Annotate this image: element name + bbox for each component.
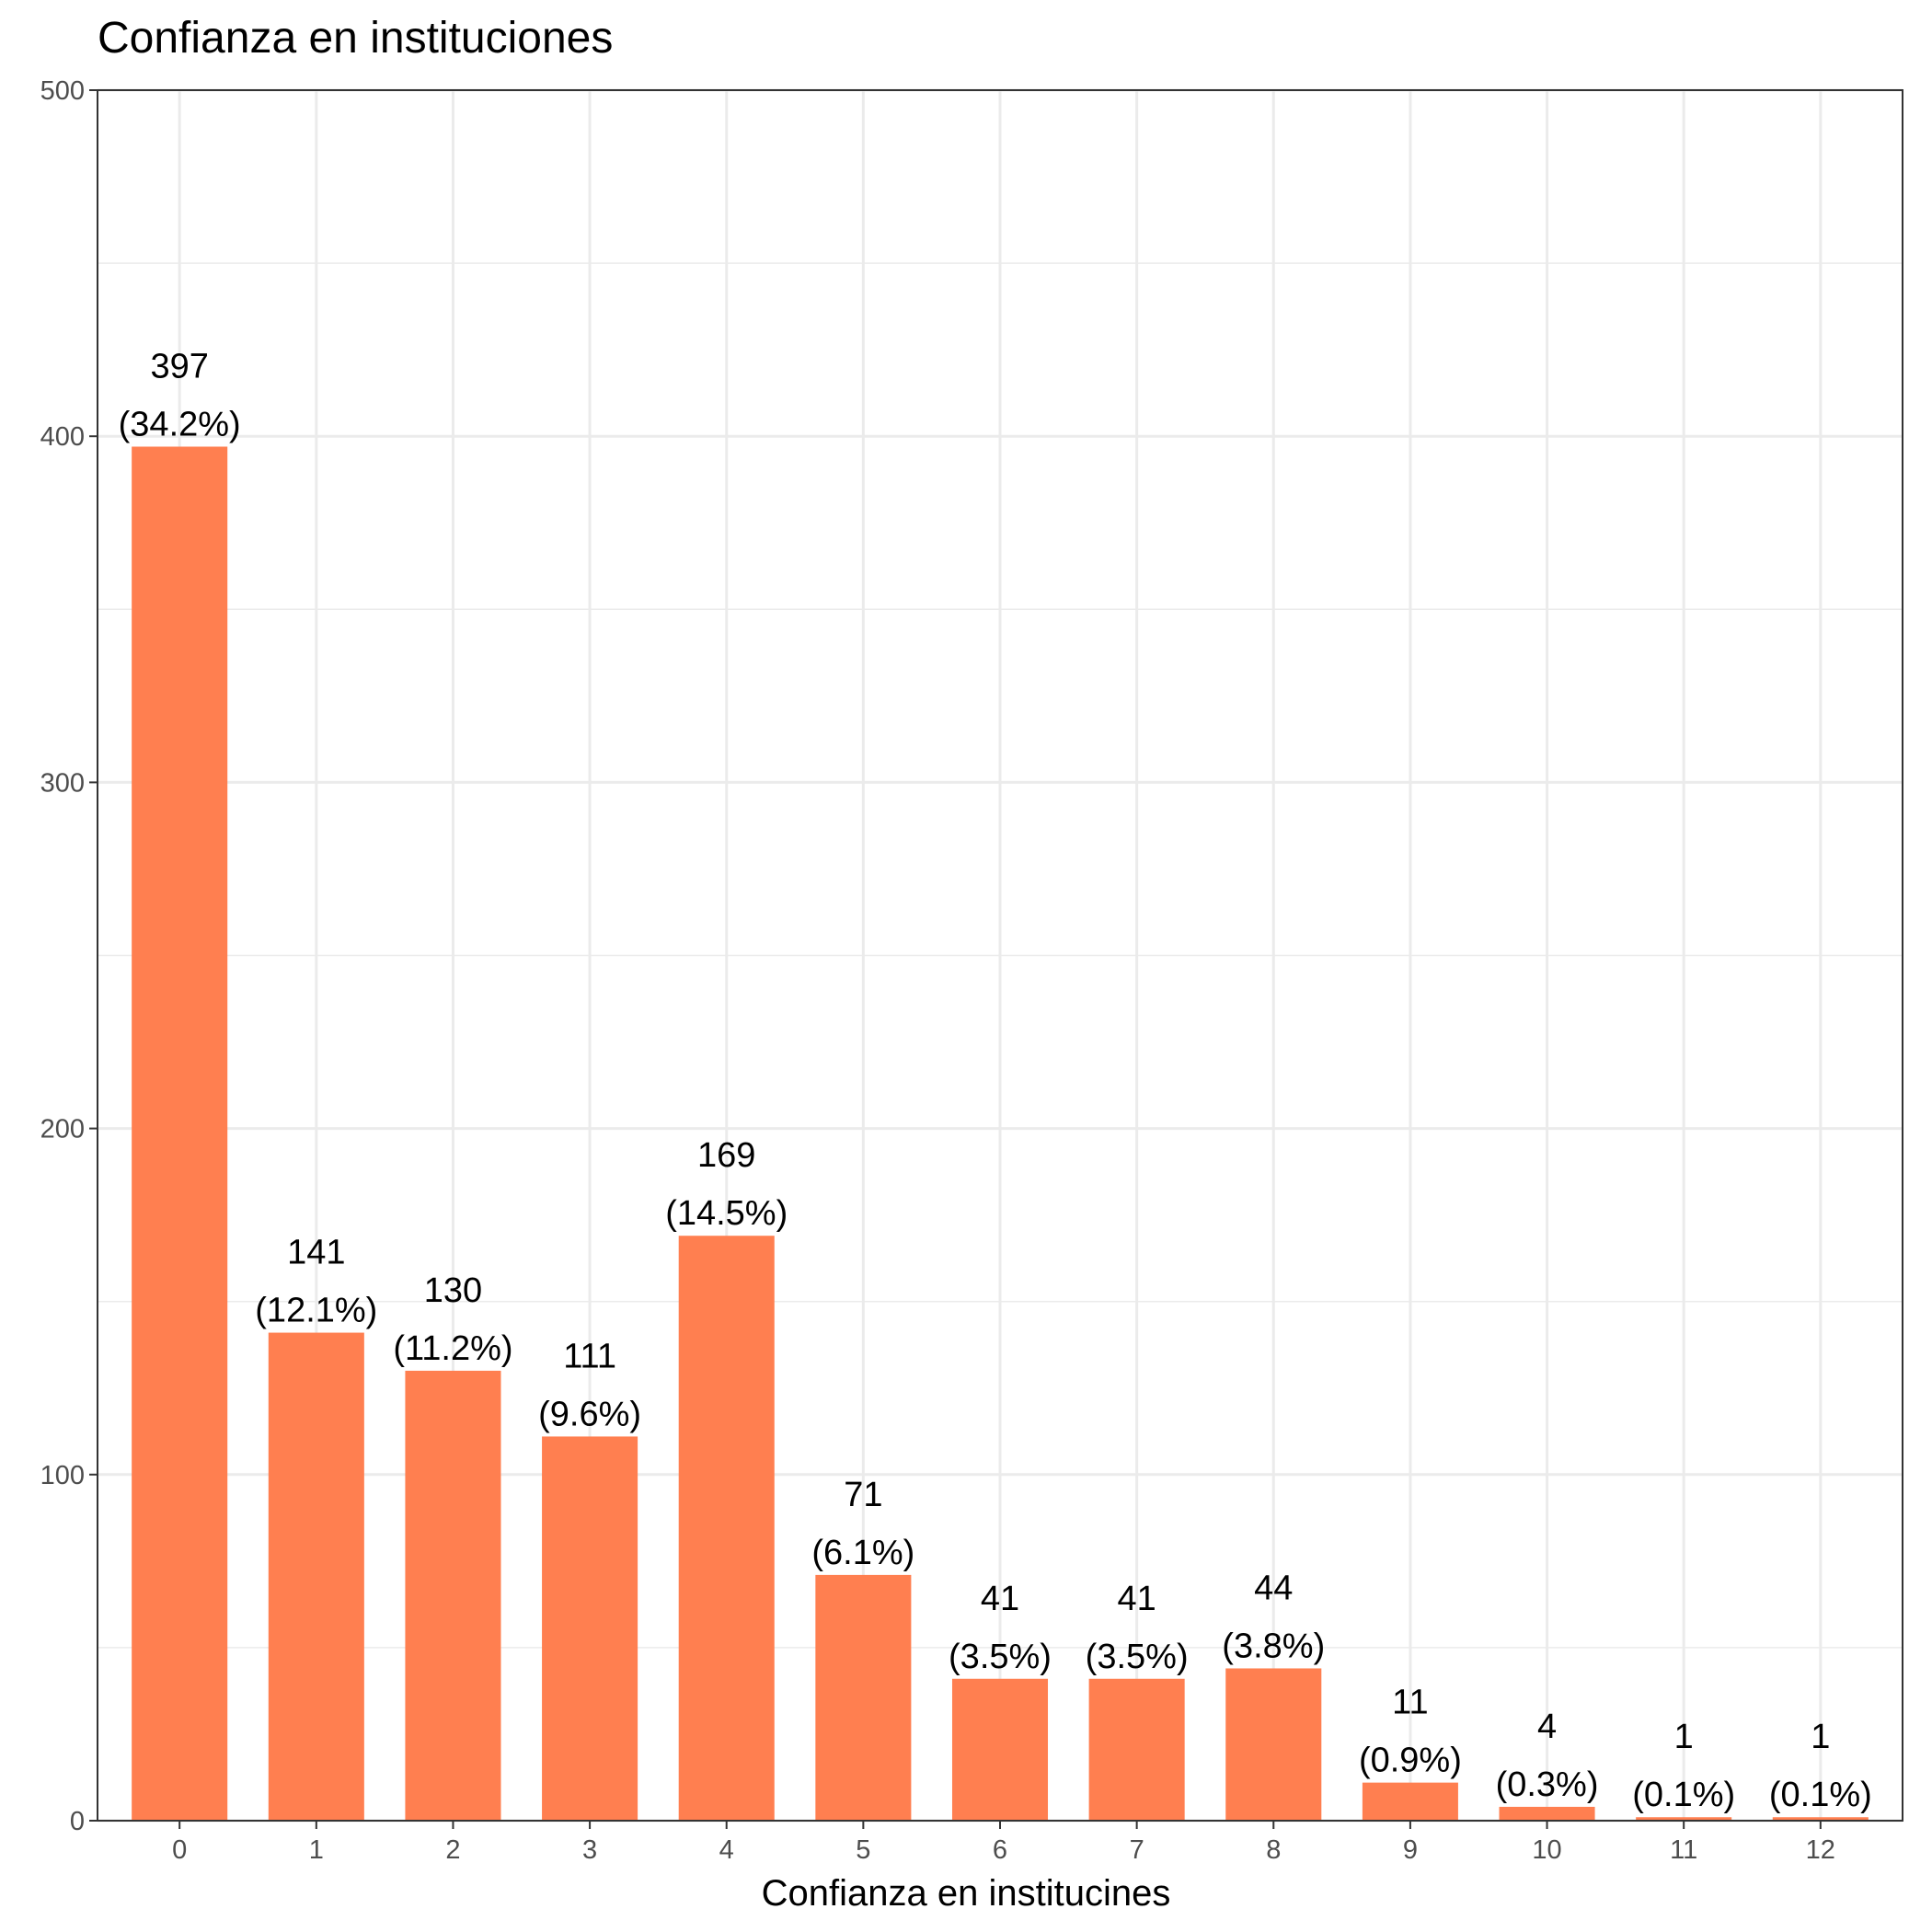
bar-percent-label: (14.5%) [665, 1194, 788, 1233]
bar-percent-label: (0.1%) [1769, 1776, 1872, 1814]
x-tick-label: 4 [719, 1835, 734, 1865]
bar-count-label: 1 [1811, 1718, 1830, 1756]
bar-percent-label: (0.1%) [1632, 1776, 1735, 1814]
bar-count-label: 130 [424, 1271, 482, 1310]
bars [132, 446, 1869, 1822]
bar [132, 446, 228, 1822]
y-tick-label: 200 [40, 1115, 85, 1144]
y-tick-label: 500 [40, 76, 85, 106]
bar-count-label: 111 [563, 1337, 616, 1375]
x-tick-label: 9 [1403, 1835, 1418, 1865]
bar-count-label: 11 [1392, 1684, 1428, 1722]
x-axis-title: Confianza en institucines [761, 1873, 1171, 1914]
bar-count-label: 397 [150, 347, 208, 385]
chart-title: Confianza en instituciones [98, 14, 614, 63]
bar-percent-label: (3.5%) [949, 1638, 1052, 1676]
x-tick-label: 1 [309, 1835, 324, 1865]
bar [815, 1574, 912, 1821]
x-tick-label: 12 [1806, 1835, 1835, 1865]
bar-percent-label: (6.1%) [811, 1534, 914, 1572]
bar-count-label: 41 [1117, 1580, 1156, 1618]
bar [1499, 1806, 1595, 1821]
bar [1636, 1817, 1732, 1821]
bar-count-label: 41 [981, 1580, 1019, 1618]
x-tick-label: 11 [1670, 1835, 1697, 1865]
bar-labels: 397(34.2%)141(12.1%)130(11.2%) 111(9.6%)1… [119, 347, 1872, 1814]
bar-percent-label: (9.6%) [538, 1395, 641, 1433]
bar [1088, 1678, 1185, 1821]
y-tick-label: 0 [70, 1807, 85, 1836]
bar-count-label: 169 [697, 1136, 755, 1175]
bar-percent-label: (3.8%) [1222, 1627, 1325, 1665]
x-tick-label: 6 [993, 1835, 1007, 1865]
grid-lines [98, 88, 1903, 1823]
y-tick-label: 100 [40, 1461, 85, 1490]
bar-count-label: 44 [1254, 1569, 1293, 1607]
bar [405, 1370, 501, 1821]
bar-percent-label: (34.2%) [119, 405, 241, 443]
bar [1225, 1668, 1322, 1821]
x-tick-label: 8 [1266, 1835, 1281, 1865]
bar-percent-label: (0.3%) [1496, 1765, 1599, 1804]
x-tick-label: 7 [1130, 1835, 1144, 1865]
bar [951, 1678, 1049, 1821]
y-tick-label: 400 [40, 422, 85, 452]
bar [1772, 1817, 1869, 1821]
bar-percent-label: (11.2%) [393, 1329, 512, 1368]
bar [1362, 1782, 1458, 1821]
bar [678, 1236, 775, 1821]
bar-percent-label: (0.9%) [1359, 1742, 1462, 1780]
bar [268, 1332, 364, 1821]
x-tick-label: 10 [1532, 1835, 1561, 1865]
bar-count-label: 141 [287, 1234, 345, 1272]
x-tick-label: 0 [172, 1835, 187, 1865]
bar-percent-label: (12.1%) [255, 1292, 377, 1330]
bar-count-label: 1 [1674, 1718, 1694, 1756]
bar [542, 1436, 638, 1821]
y-tick-label: 300 [40, 768, 85, 798]
bar-percent-label: (3.5%) [1086, 1638, 1189, 1676]
bar-count-label: 71 [844, 1476, 882, 1514]
x-tick-label: 2 [445, 1835, 460, 1865]
x-tick-label: 5 [856, 1835, 870, 1865]
bar-count-label: 4 [1537, 1708, 1557, 1746]
x-tick-label: 3 [582, 1835, 597, 1865]
